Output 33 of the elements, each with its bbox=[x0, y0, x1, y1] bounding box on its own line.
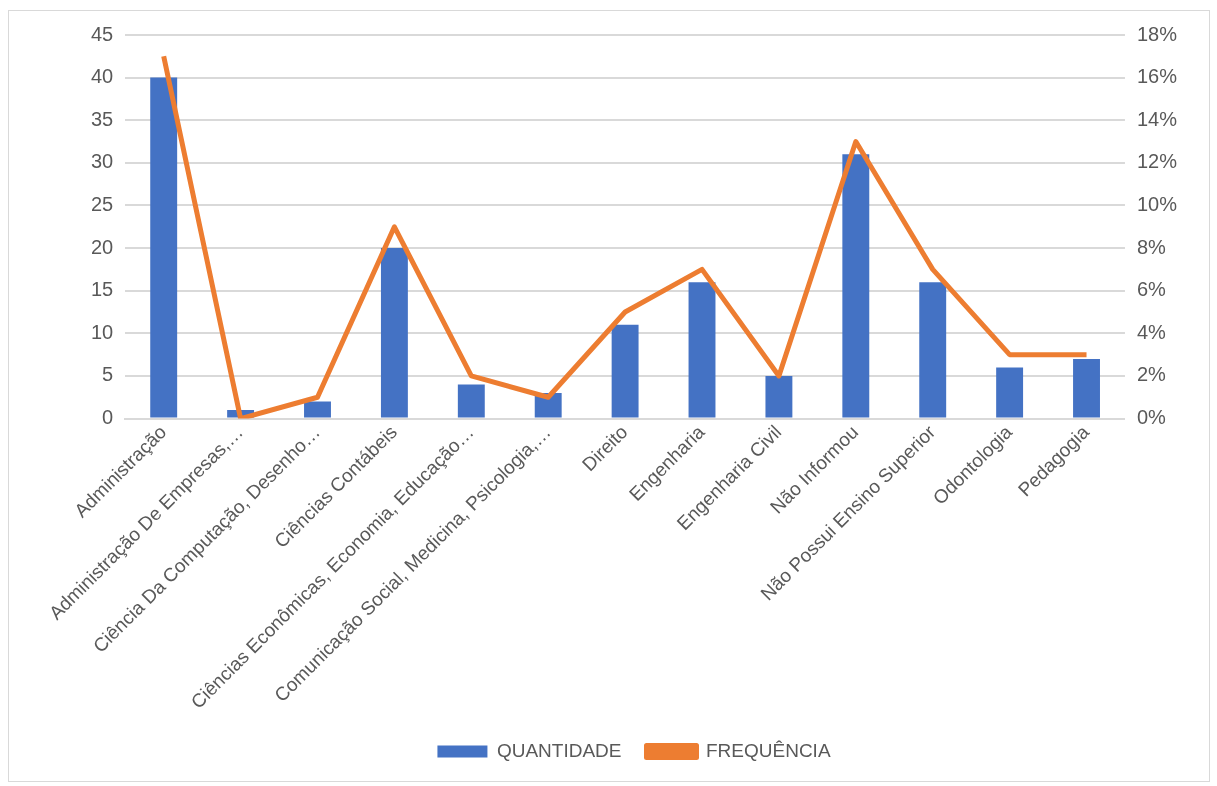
y2-tick-label: 4% bbox=[1136, 320, 1167, 343]
y2-tick-label: 0% bbox=[1136, 406, 1167, 429]
bar bbox=[765, 375, 793, 418]
y-tick-label: 10 bbox=[91, 320, 114, 343]
y-tick-label: 0 bbox=[102, 406, 114, 429]
y2-tick-label: 6% bbox=[1136, 278, 1167, 301]
bar bbox=[1073, 358, 1100, 418]
bar bbox=[996, 367, 1024, 418]
y2-tick-label: 18% bbox=[1136, 22, 1178, 45]
bar bbox=[688, 282, 716, 418]
y-tick-label: 5 bbox=[102, 363, 114, 386]
bar bbox=[150, 77, 178, 418]
y-tick-label: 15 bbox=[91, 278, 114, 301]
y2-tick-label: 14% bbox=[1136, 107, 1178, 130]
bar bbox=[380, 248, 408, 418]
y2-tick-label: 16% bbox=[1136, 65, 1178, 88]
bar bbox=[611, 324, 639, 418]
bar bbox=[919, 282, 947, 418]
y-tick-label: 35 bbox=[91, 107, 114, 130]
y2-tick-label: 12% bbox=[1136, 150, 1178, 173]
legend-label: FREQUÊNCIA bbox=[706, 739, 831, 761]
y-tick-label: 20 bbox=[91, 235, 114, 258]
bar bbox=[842, 154, 870, 418]
bar bbox=[457, 384, 485, 418]
y2-tick-label: 8% bbox=[1136, 235, 1167, 258]
y-tick-label: 45 bbox=[91, 22, 114, 45]
legend-label: QUANTIDADE bbox=[496, 739, 622, 761]
bar bbox=[304, 401, 331, 418]
y-tick-label: 25 bbox=[91, 193, 114, 215]
y2-tick-label: 10% bbox=[1136, 193, 1178, 215]
y-tick-label: 30 bbox=[91, 150, 114, 173]
y2-tick-label: 2% bbox=[1136, 363, 1167, 386]
y-tick-label: 40 bbox=[91, 65, 114, 88]
